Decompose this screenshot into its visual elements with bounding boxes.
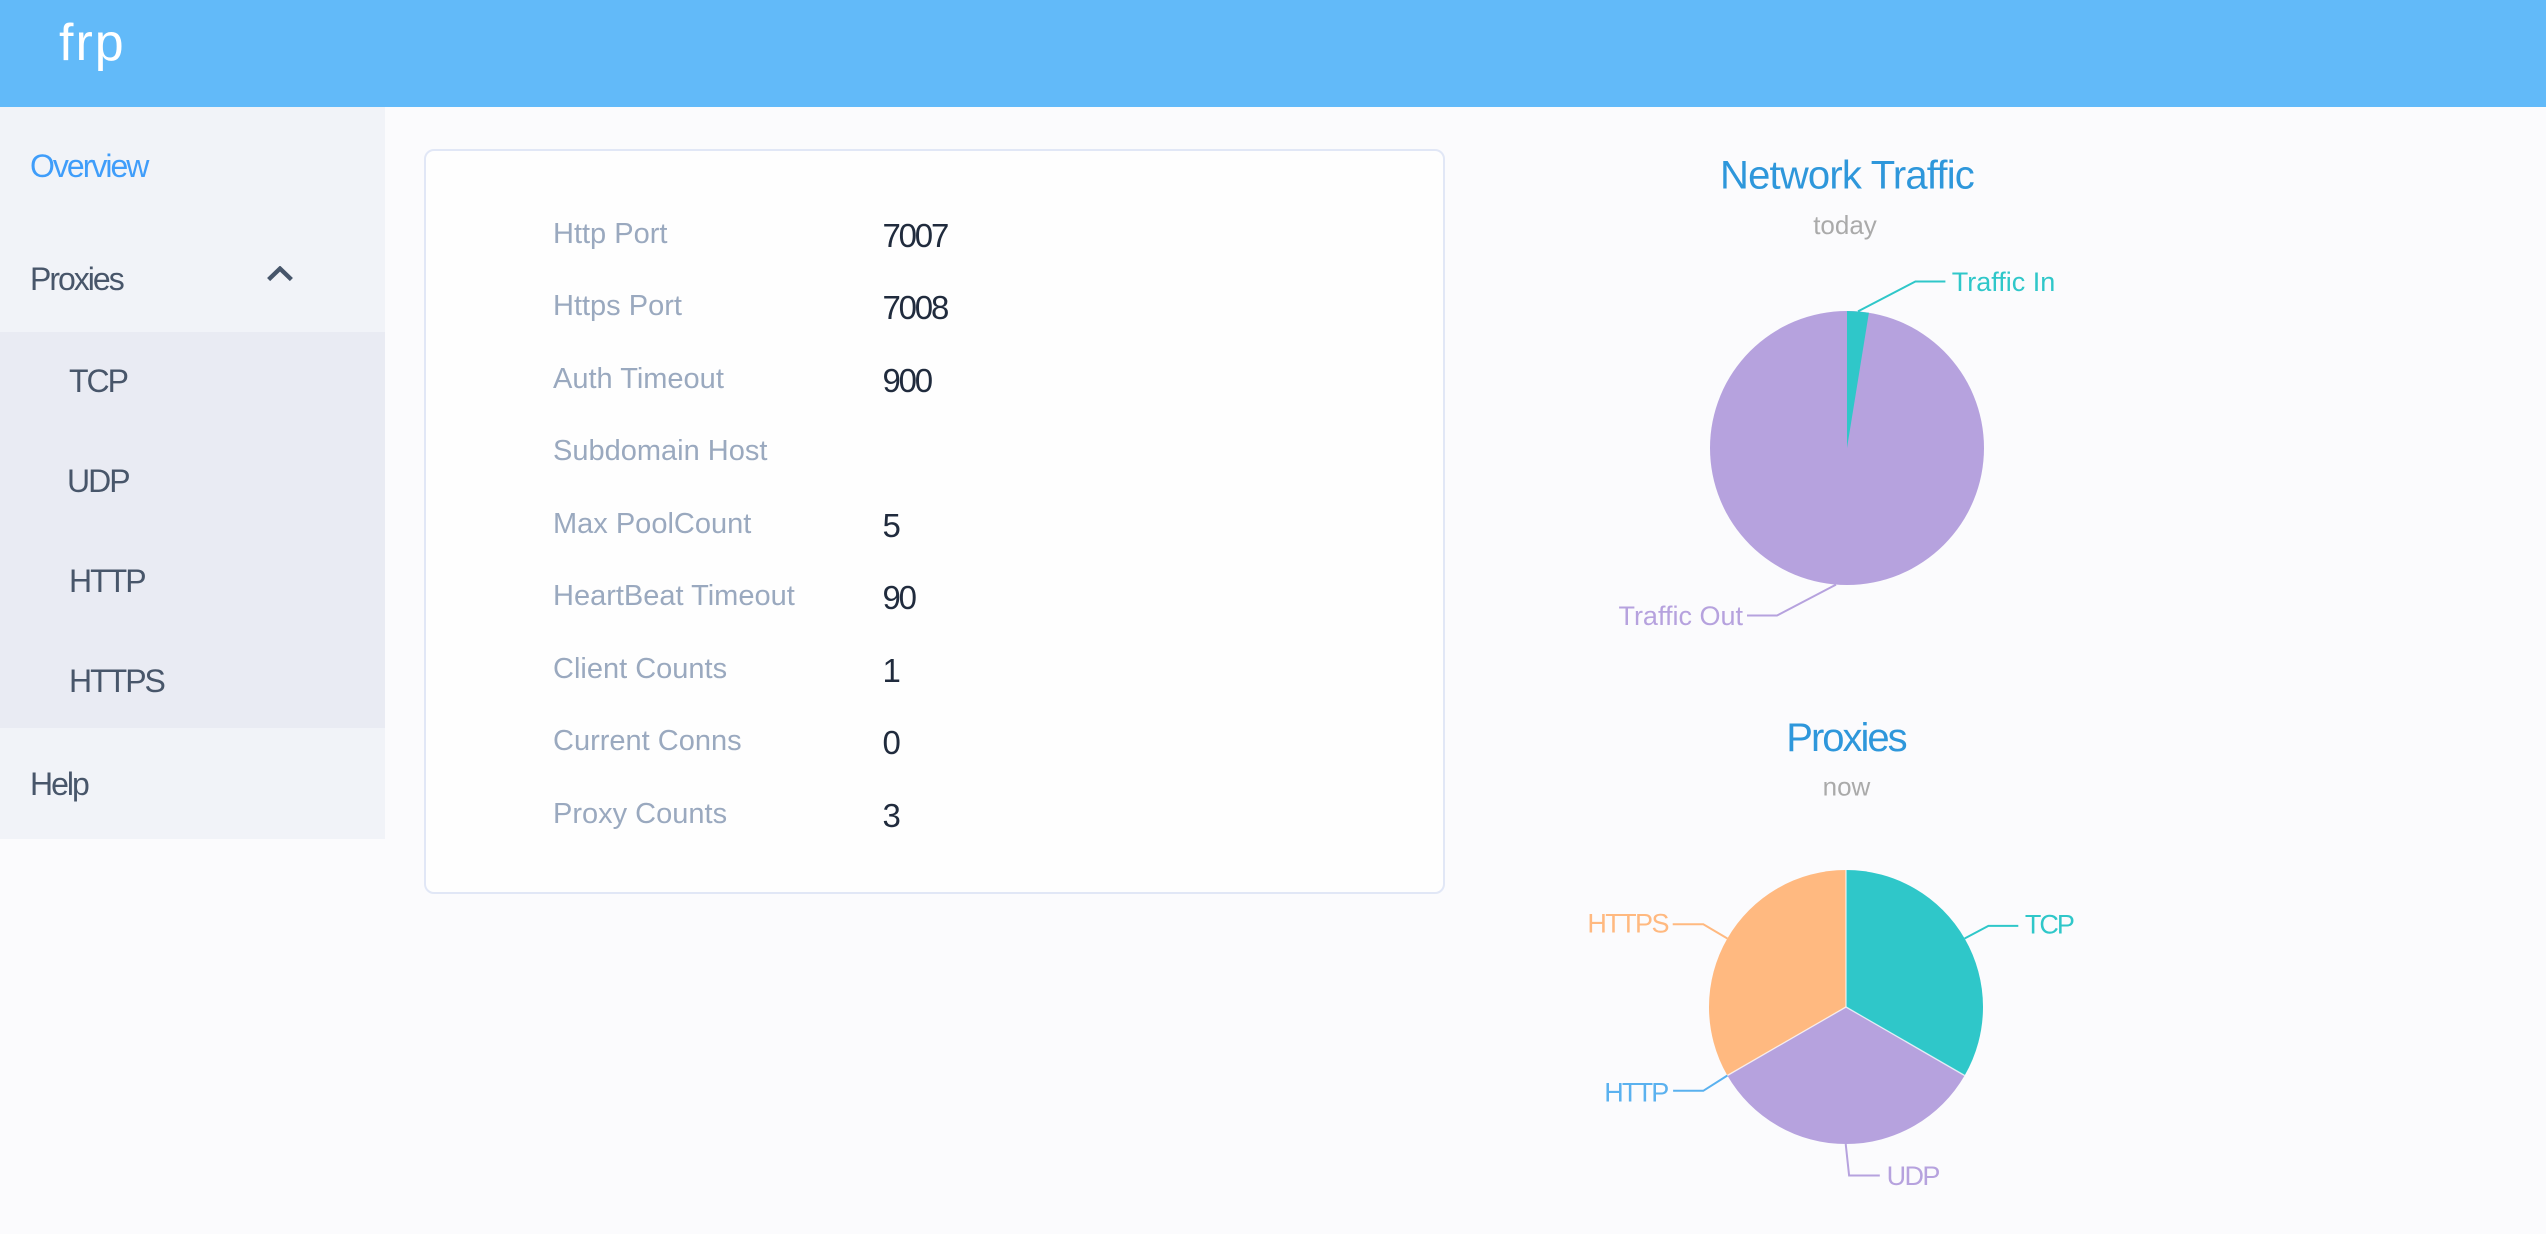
svg-text:Network Traffic: Network Traffic [1720, 154, 1974, 198]
svg-text:Traffic Out: Traffic Out [1618, 601, 1743, 631]
svg-text:HTTPS: HTTPS [1587, 909, 1668, 939]
svg-text:HTTP: HTTP [1604, 1077, 1668, 1107]
svg-text:now: now [1823, 772, 1871, 802]
svg-text:TCP: TCP [2025, 909, 2074, 939]
svg-text:today: today [1813, 210, 1877, 240]
svg-text:Traffic In: Traffic In [1952, 267, 2056, 297]
svg-text:UDP: UDP [1887, 1161, 1940, 1191]
svg-text:Proxies: Proxies [1786, 716, 1906, 760]
